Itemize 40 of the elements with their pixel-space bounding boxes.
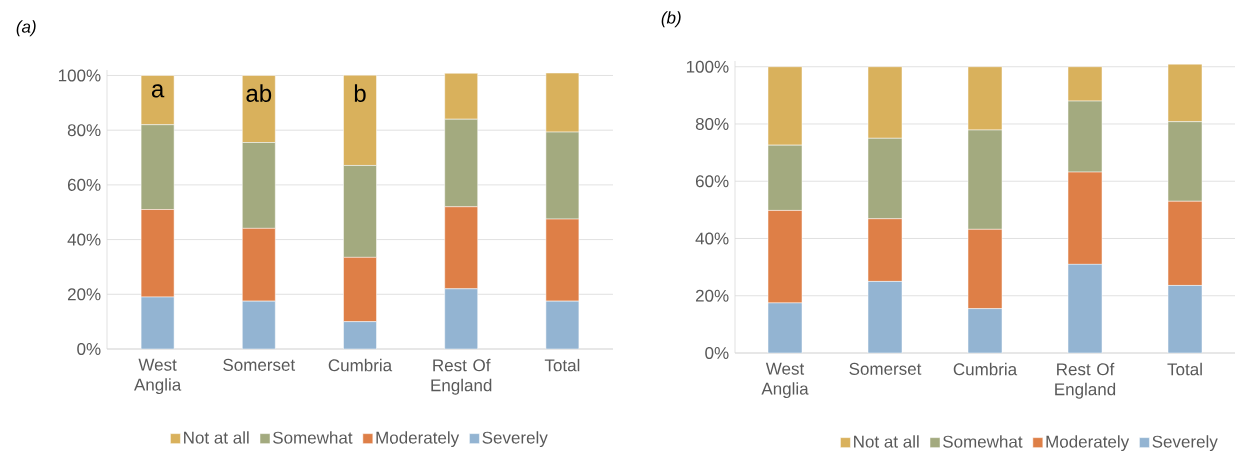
y-tick-label: 40% [695,232,729,245]
chart-title: (b) [661,11,681,28]
x-tick-label: Cumbria [953,362,1018,376]
x-tick-label: Somerset [849,362,922,375]
legend-label: Moderately [376,431,460,448]
bar [767,302,803,353]
x-tick-label: West Anglia [134,358,182,395]
chart-title: (a) [16,20,36,37]
bar [867,281,903,353]
x-tick-label: Cumbria [328,358,393,372]
y-tick-label: 100% [58,69,101,82]
y-tick-label: 0% [705,346,729,360]
y-tick-label: 20% [67,288,101,301]
x-tick-label: Rest Of England [1055,362,1116,399]
bar [967,308,1003,353]
x-tick-label: Total [1167,362,1202,376]
x-tick-label: West Anglia [761,362,809,399]
y-tick-label: 60% [695,175,729,188]
y-tick-label: 80% [67,124,101,137]
bar [1067,264,1103,353]
annotation: a [151,84,165,98]
legend-label: Not at all [184,431,249,444]
legend-label: Moderately [1046,435,1130,452]
y-tick-label: 60% [67,178,101,191]
y-tick-label: 0% [77,342,101,356]
y-tick-label: 80% [695,117,729,130]
y-tick-label: 20% [695,289,729,302]
bar [1167,285,1203,353]
annotation: b [354,84,366,102]
x-tick-label: Somerset [223,358,296,371]
legend-label: Somewhat [943,435,1023,448]
legend-label: Severely [482,431,548,448]
legend-label: Somewhat [273,431,353,444]
y-tick-label: 100% [686,60,729,73]
legend-label: Severely [1152,435,1218,452]
annotation: ab [246,84,272,102]
legend-label: Not at all [854,435,919,448]
y-tick-label: 40% [67,233,101,246]
x-tick-label: Rest Of England [431,358,492,395]
x-tick-label: Total [544,358,580,372]
